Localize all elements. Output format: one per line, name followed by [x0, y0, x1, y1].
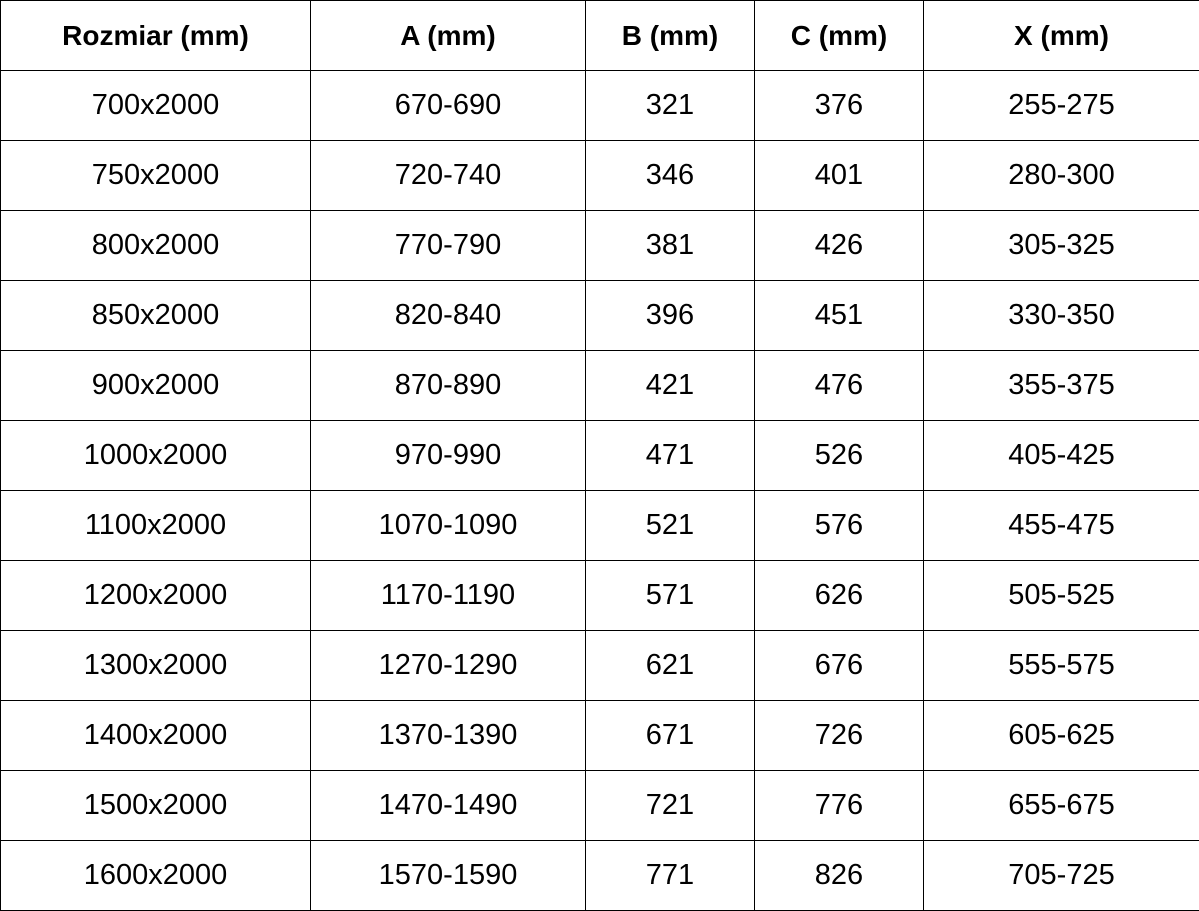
- cell-x: 255-275: [923, 70, 1199, 141]
- cell-c: 726: [754, 700, 924, 771]
- table-row: 1400x2000 1370-1390 671 726 605-625: [0, 700, 1199, 771]
- header-row: Rozmiar (mm) A (mm) B (mm) C (mm) X (mm): [0, 0, 1199, 71]
- cell-size: 850x2000: [0, 280, 311, 351]
- cell-c: 376: [754, 70, 924, 141]
- cell-size: 700x2000: [0, 70, 311, 141]
- cell-a: 1270-1290: [310, 630, 586, 701]
- cell-a: 870-890: [310, 350, 586, 421]
- column-header-c: C (mm): [754, 0, 924, 71]
- table-row: 800x2000 770-790 381 426 305-325: [0, 210, 1199, 281]
- cell-a: 670-690: [310, 70, 586, 141]
- cell-x: 455-475: [923, 490, 1199, 561]
- cell-b: 671: [585, 700, 755, 771]
- cell-a: 1070-1090: [310, 490, 586, 561]
- cell-size: 1600x2000: [0, 840, 311, 911]
- cell-c: 526: [754, 420, 924, 491]
- cell-x: 555-575: [923, 630, 1199, 701]
- table-row: 1600x2000 1570-1590 771 826 705-725: [0, 840, 1199, 911]
- cell-b: 471: [585, 420, 755, 491]
- cell-size: 1000x2000: [0, 420, 311, 491]
- table-row: 1300x2000 1270-1290 621 676 555-575: [0, 630, 1199, 701]
- cell-size: 1400x2000: [0, 700, 311, 771]
- column-header-a: A (mm): [310, 0, 586, 71]
- cell-c: 626: [754, 560, 924, 631]
- cell-size: 1500x2000: [0, 770, 311, 841]
- cell-size: 900x2000: [0, 350, 311, 421]
- cell-x: 280-300: [923, 140, 1199, 211]
- cell-size: 1300x2000: [0, 630, 311, 701]
- table-row: 700x2000 670-690 321 376 255-275: [0, 70, 1199, 141]
- cell-b: 396: [585, 280, 755, 351]
- cell-a: 1470-1490: [310, 770, 586, 841]
- cell-x: 655-675: [923, 770, 1199, 841]
- cell-a: 970-990: [310, 420, 586, 491]
- column-header-b: B (mm): [585, 0, 755, 71]
- table-row: 1000x2000 970-990 471 526 405-425: [0, 420, 1199, 491]
- table-row: 1100x2000 1070-1090 521 576 455-475: [0, 490, 1199, 561]
- cell-c: 826: [754, 840, 924, 911]
- cell-a: 770-790: [310, 210, 586, 281]
- cell-x: 330-350: [923, 280, 1199, 351]
- cell-b: 571: [585, 560, 755, 631]
- table-row: 750x2000 720-740 346 401 280-300: [0, 140, 1199, 211]
- table-row: 1500x2000 1470-1490 721 776 655-675: [0, 770, 1199, 841]
- cell-size: 800x2000: [0, 210, 311, 281]
- cell-b: 521: [585, 490, 755, 561]
- cell-b: 421: [585, 350, 755, 421]
- cell-b: 321: [585, 70, 755, 141]
- table-row: 1200x2000 1170-1190 571 626 505-525: [0, 560, 1199, 631]
- cell-b: 621: [585, 630, 755, 701]
- cell-c: 576: [754, 490, 924, 561]
- cell-size: 750x2000: [0, 140, 311, 211]
- cell-x: 505-525: [923, 560, 1199, 631]
- cell-x: 355-375: [923, 350, 1199, 421]
- column-header-size: Rozmiar (mm): [0, 0, 311, 71]
- table-row: 900x2000 870-890 421 476 355-375: [0, 350, 1199, 421]
- cell-x: 305-325: [923, 210, 1199, 281]
- cell-c: 676: [754, 630, 924, 701]
- cell-x: 705-725: [923, 840, 1199, 911]
- cell-a: 1370-1390: [310, 700, 586, 771]
- cell-a: 1570-1590: [310, 840, 586, 911]
- cell-c: 401: [754, 140, 924, 211]
- cell-x: 405-425: [923, 420, 1199, 491]
- cell-a: 1170-1190: [310, 560, 586, 631]
- column-header-x: X (mm): [923, 0, 1199, 71]
- table-row: 850x2000 820-840 396 451 330-350: [0, 280, 1199, 351]
- cell-b: 381: [585, 210, 755, 281]
- cell-a: 720-740: [310, 140, 586, 211]
- cell-a: 820-840: [310, 280, 586, 351]
- cell-size: 1200x2000: [0, 560, 311, 631]
- cell-b: 721: [585, 770, 755, 841]
- cell-c: 426: [754, 210, 924, 281]
- cell-c: 476: [754, 350, 924, 421]
- cell-b: 346: [585, 140, 755, 211]
- cell-c: 776: [754, 770, 924, 841]
- cell-size: 1100x2000: [0, 490, 311, 561]
- cell-x: 605-625: [923, 700, 1199, 771]
- cell-b: 771: [585, 840, 755, 911]
- cell-c: 451: [754, 280, 924, 351]
